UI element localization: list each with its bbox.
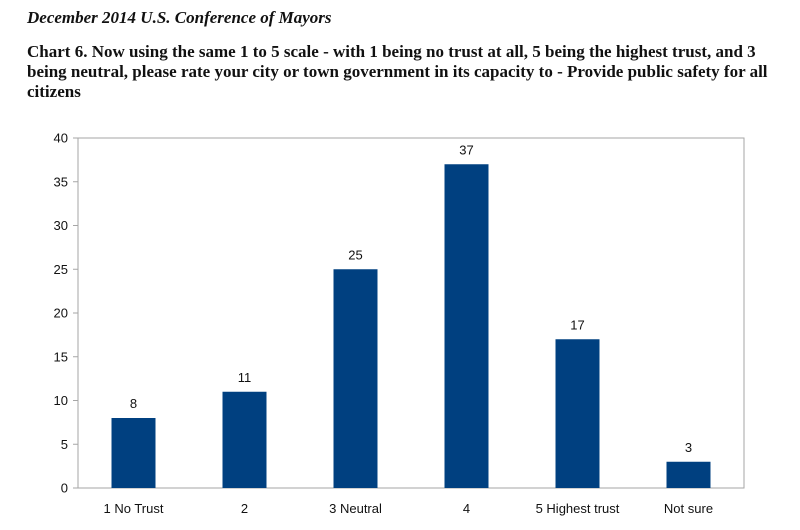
x-category-label: Not sure	[664, 501, 713, 516]
y-tick-label: 0	[61, 481, 68, 496]
y-tick-label: 35	[54, 174, 68, 189]
x-axis: 1 No Trust 2 3 Neutral 4 5 Highest trust Not …	[104, 501, 714, 516]
y-axis: 0 5 10 15 20 25 30 35 40	[54, 131, 78, 496]
source-heading: December 2014 U.S. Conference of Mayors	[27, 8, 332, 27]
bar	[666, 461, 711, 488]
y-tick-label: 15	[54, 349, 68, 364]
y-tick-label: 40	[54, 131, 68, 146]
bar-value-label: 25	[348, 247, 362, 262]
x-category-label: 5 Highest trust	[536, 501, 620, 516]
y-tick-label: 5	[61, 437, 68, 452]
bar	[111, 418, 156, 488]
y-tick-label: 25	[54, 262, 68, 277]
bar-value-label: 17	[570, 317, 584, 332]
x-category-label: 2	[241, 501, 248, 516]
chart-title: Chart 6. Now using the same 1 to 5 scale…	[27, 42, 768, 101]
bar-value-label: 3	[685, 440, 692, 455]
y-tick-label: 30	[54, 218, 68, 233]
bar-value-label: 11	[238, 370, 252, 385]
bar	[444, 164, 489, 488]
bar	[555, 339, 600, 488]
bar	[333, 269, 378, 488]
y-tick-label: 20	[54, 306, 68, 321]
bar	[222, 391, 267, 488]
bar-series	[111, 164, 711, 488]
x-category-label: 3 Neutral	[329, 501, 382, 516]
bar-value-label: 8	[130, 396, 137, 411]
y-tick-label: 10	[54, 393, 68, 408]
x-category-label: 4	[463, 501, 470, 516]
x-category-label: 1 No Trust	[104, 501, 164, 516]
plot-area-frame	[77, 137, 745, 489]
bar-value-label: 37	[459, 142, 473, 157]
data-labels: 8 11 25 37 17 3	[130, 142, 692, 455]
